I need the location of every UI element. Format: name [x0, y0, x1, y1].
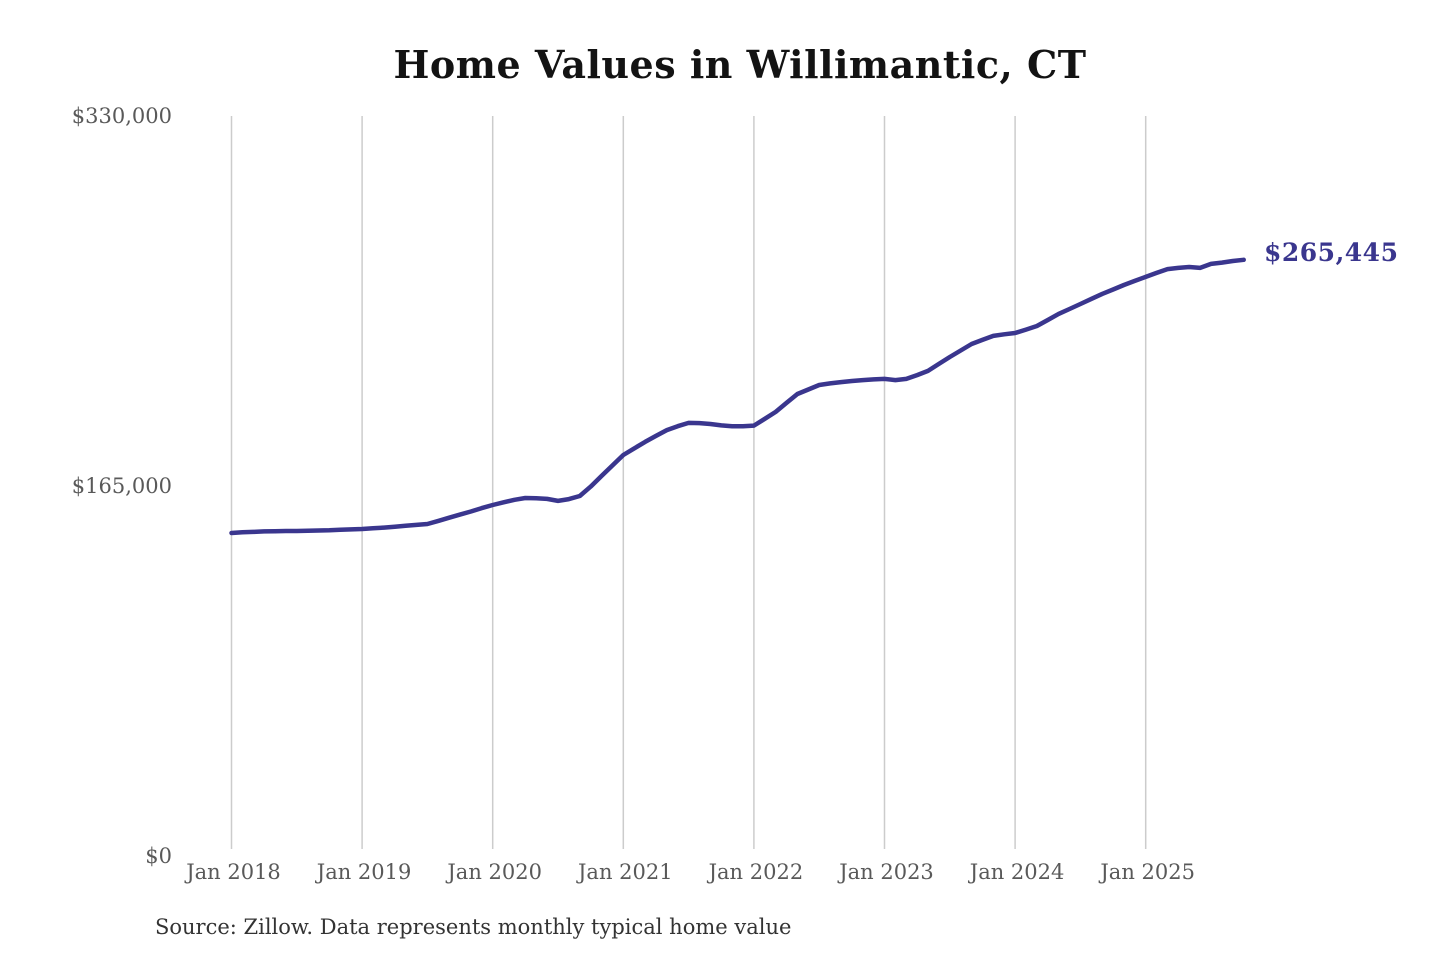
- x-tick-label: Jan 2019: [315, 860, 412, 884]
- y-tick-label: $330,000: [72, 104, 172, 128]
- x-tick-label: Jan 2023: [837, 860, 934, 884]
- source-note: Source: Zillow. Data represents monthly …: [155, 915, 792, 939]
- chart-title: Home Values in Willimantic, CT: [393, 42, 1087, 87]
- latest-value-label: $265,445: [1264, 238, 1399, 267]
- x-tick-label: Jan 2025: [1098, 860, 1195, 884]
- x-tick-label: Jan 2018: [184, 860, 281, 884]
- y-tick-label: $165,000: [72, 474, 172, 498]
- x-tick-label: Jan 2021: [576, 860, 673, 884]
- x-tick-label: Jan 2020: [445, 860, 542, 884]
- value-line: [229, 257, 1246, 536]
- x-tick-label: Jan 2022: [707, 860, 804, 884]
- x-tick-label: Jan 2024: [968, 860, 1065, 884]
- y-tick-label: $0: [145, 844, 172, 868]
